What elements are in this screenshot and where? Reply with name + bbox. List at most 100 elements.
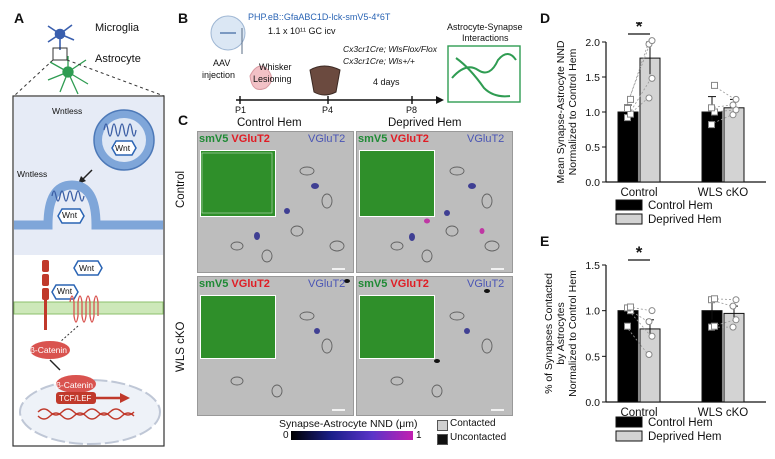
- legend-label: Deprived Hem: [648, 431, 722, 443]
- uncontacted-swatch: [437, 434, 448, 445]
- wntless-label-2: Wntless: [17, 169, 48, 179]
- signal-arrow-icon: [59, 325, 79, 343]
- y-tick-label: 0.5: [585, 351, 600, 363]
- paired-line: [628, 40, 652, 100]
- contacted-swatch: [437, 420, 448, 431]
- scale-title: Synapse-Astrocyte NND (μm): [279, 418, 418, 430]
- whisker-label-1: Whisker: [259, 62, 292, 72]
- wnt-label-4: Wnt: [57, 286, 73, 296]
- timepoint-p4: P4: [322, 105, 334, 115]
- y-tick-label: 1.0: [585, 107, 600, 119]
- x-tick-label: WLS cKO: [698, 187, 749, 199]
- zoom-dash-lines: [13, 59, 165, 97]
- micrograph-wls-controlhem: [197, 276, 354, 416]
- vglut2-label: VGluT2: [231, 278, 270, 290]
- aav-label-1: AAV: [213, 58, 231, 68]
- contacted-label: Contacted: [450, 418, 496, 429]
- data-point: [648, 74, 656, 82]
- data-point: [624, 105, 631, 112]
- channel-labels-4: smV5 VGluT2: [358, 278, 429, 290]
- y-tick-label: 1.5: [585, 260, 600, 272]
- timepoint-p1: P1: [235, 105, 247, 115]
- legend-label: Control Hem: [648, 417, 713, 429]
- inset-image: [200, 150, 276, 217]
- inset-image: [359, 295, 435, 359]
- whisker-label-2: Lesioning: [253, 74, 292, 84]
- y-axis-title: Normalized to Control Hem: [567, 48, 579, 175]
- paired-line: [628, 78, 652, 115]
- vglut2-blue-label-1: VGluT2: [308, 133, 346, 145]
- dna-icon: [37, 408, 135, 416]
- y-tick-label: 0.0: [585, 177, 600, 189]
- data-point: [627, 303, 634, 311]
- uncontacted-label: Uncontacted: [450, 432, 507, 443]
- interactions-label-2: Interactions: [462, 33, 509, 43]
- microglia-label: Microglia: [95, 22, 140, 34]
- channel-labels-3: smV5 VGluT2: [199, 278, 270, 290]
- y-axis-title: Normalized to Control Hem: [567, 270, 579, 397]
- vglut2-blue-label-2: VGluT2: [467, 133, 505, 145]
- genotype-label-2: Cx3cr1Cre; Wls+/+: [343, 56, 415, 66]
- data-point: [645, 318, 653, 326]
- data-point: [711, 81, 718, 89]
- chart-d: 0.0 0.5 1.0 1.5 2.0 Mean Synapse-Astrocyte NN…: [555, 22, 766, 226]
- wnt-icon: [73, 260, 103, 276]
- micrograph-control-deprivedhem: [356, 131, 513, 273]
- y-tick-label: 0.0: [585, 397, 600, 409]
- col-header-deprived-hem: Deprived Hem: [388, 117, 462, 129]
- wnt-icon: [51, 284, 79, 300]
- wntless-transporter-icon: [103, 123, 137, 137]
- y-axis-title: by Astrocytes: [555, 302, 567, 364]
- nnd-colour-scale: [291, 431, 413, 440]
- legend-swatch: [615, 213, 643, 225]
- smv5-label: smV5: [199, 133, 229, 145]
- zoom-box-icon: [52, 47, 68, 61]
- paired-line: [628, 310, 652, 337]
- data-point: [648, 332, 656, 340]
- astrocyte-label: Astrocyte: [95, 53, 141, 65]
- astrocyte-icon: [47, 56, 89, 95]
- data-point: [711, 322, 718, 330]
- scale-max-label: 1: [416, 430, 422, 441]
- data-point: [708, 121, 715, 129]
- data-point: [627, 95, 634, 103]
- data-point: [708, 104, 715, 112]
- panel-b-timeline: [210, 15, 521, 104]
- data-point: [729, 323, 737, 331]
- data-point: [645, 351, 653, 359]
- data-point: [732, 296, 740, 304]
- duration-label: 4 days: [373, 77, 400, 87]
- legend-swatch: [615, 199, 643, 211]
- data-point: [732, 95, 740, 103]
- row-header-wls-ckO: WLS cKO: [175, 321, 187, 372]
- panel-e-label: E: [540, 233, 550, 249]
- legend-swatch: [615, 430, 643, 442]
- wntless-membrane-icon: [51, 190, 85, 202]
- x-tick-label: Control: [620, 187, 657, 199]
- y-tick-label: 1.0: [585, 306, 600, 318]
- x-tick-label: WLS cKO: [698, 407, 749, 419]
- interaction-image-icon: [447, 45, 521, 103]
- smv5-label: smV5: [199, 278, 229, 290]
- legend-swatch: [615, 416, 643, 428]
- panel-c-label: C: [178, 112, 189, 128]
- data-point: [648, 37, 656, 45]
- data-point: [732, 316, 740, 324]
- data-point: [648, 307, 656, 315]
- wnt-icon: [111, 140, 137, 156]
- significance-star: *: [636, 22, 643, 36]
- genotype-label-1: Cx3cr1Cre; WlsFlox/Flox: [343, 44, 437, 54]
- panel-d-label: D: [540, 10, 551, 26]
- y-tick-label: 2.0: [585, 37, 600, 49]
- legend-label: Deprived Hem: [648, 214, 722, 226]
- data-point: [711, 295, 718, 303]
- panel-a-diagram: [12, 24, 165, 447]
- pup-icon: [249, 65, 272, 90]
- legend-label: Control Hem: [648, 200, 713, 212]
- inset-image: [359, 150, 435, 217]
- y-tick-label: 0.5: [585, 142, 600, 154]
- wntless-label-1: Wntless: [52, 106, 83, 116]
- channel-labels-1: smV5 VGluT2: [199, 133, 270, 145]
- data-point: [729, 101, 737, 109]
